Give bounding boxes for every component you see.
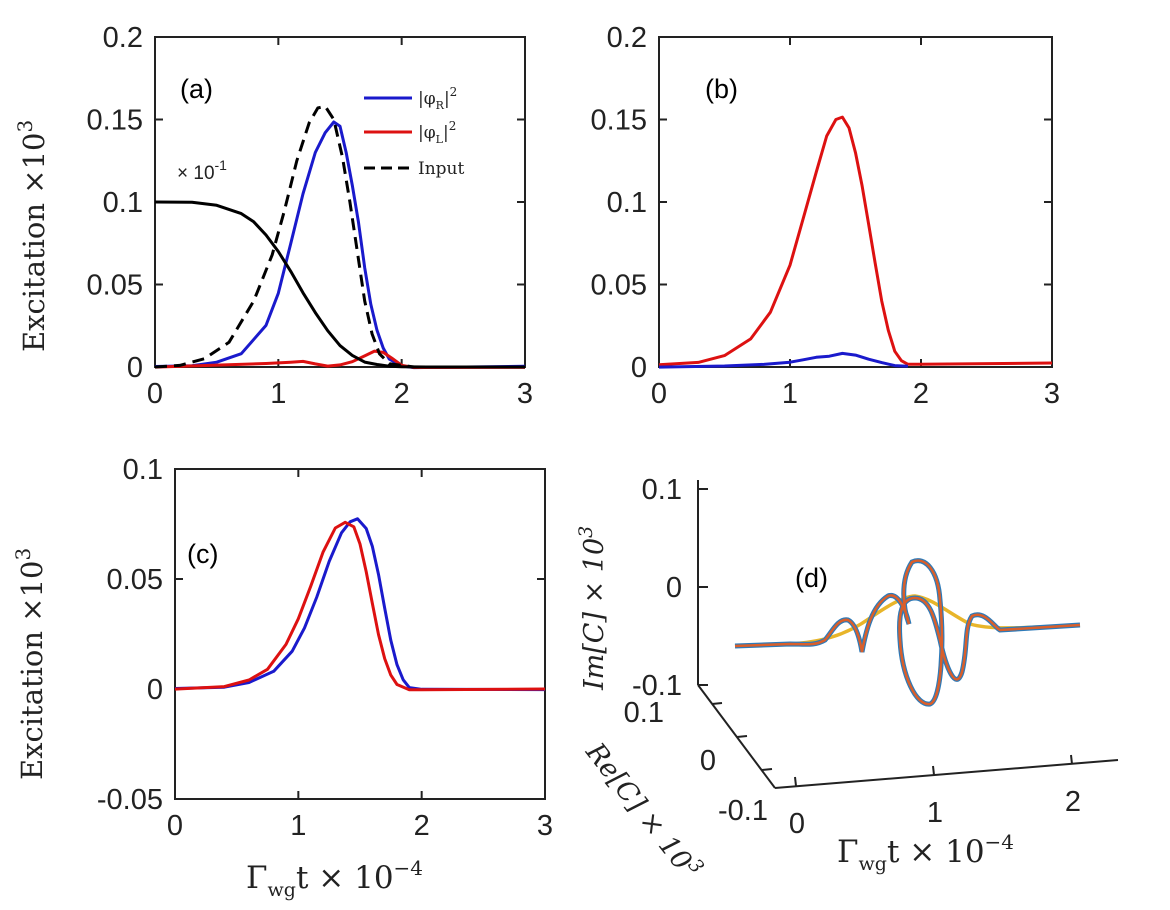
panel-d-ytick: 0 xyxy=(700,745,716,777)
panel-c-lines xyxy=(174,517,546,692)
panel-a-ytick: 0.1 xyxy=(103,187,143,219)
panel-b: (b) 0 1 2 3 0 0.05 0.1 0.15 0.2 xyxy=(591,22,1061,410)
panel-a: (a) 0 1 2 3 0 0.05 0.1 0.15 0.2 × 10-1 |φR|2 |φL… xyxy=(13,22,533,410)
panel-a-xtick: 1 xyxy=(270,378,286,410)
panel-a-xtick: 0 xyxy=(147,378,163,410)
panel-d-xtick: 1 xyxy=(927,797,943,829)
panel-a-ylabel: Excitation ×103 xyxy=(13,120,51,352)
panel-d-ztick: 0.1 xyxy=(642,474,682,506)
legend-label-phi-r: |φR|2 xyxy=(418,85,457,112)
panel-a-label: (a) xyxy=(180,74,213,104)
panel-b-xtick: 0 xyxy=(651,378,667,410)
panel-c-frame xyxy=(174,468,546,800)
panel-a-xtick: 3 xyxy=(517,378,533,410)
panel-d-ytick-mark xyxy=(761,768,773,771)
legend-label-input: Input xyxy=(418,159,464,179)
panel-a-lines xyxy=(154,104,526,370)
panel-a-xtick: 2 xyxy=(394,378,410,410)
panel-c-xtick: 2 xyxy=(414,810,430,842)
panel-b-ytick: 0 xyxy=(631,352,647,384)
panel-c-series-blue xyxy=(174,517,546,692)
panel-a-series-input xyxy=(154,104,525,369)
panel-a-series--r-2 xyxy=(154,120,526,370)
panel-d-ytick: 0.1 xyxy=(624,697,664,729)
panel-a-ytick: 0 xyxy=(127,352,143,384)
panel-c-ytick: 0 xyxy=(147,674,163,706)
panel-b-series-red xyxy=(658,115,1053,367)
panel-d-ztick: -0.1 xyxy=(632,670,682,702)
panel-a-ytick: 0.2 xyxy=(103,22,143,54)
panel-d-blue-curve xyxy=(734,558,1081,707)
panel-d-ylabel: Re[C] × 103 xyxy=(579,734,708,886)
panel-b-lines xyxy=(658,115,1053,369)
panel-a-series--l-2 xyxy=(154,349,526,369)
panel-d-xtick-mark xyxy=(932,765,935,776)
panel-b-label: (b) xyxy=(705,74,738,104)
panel-c-ylabel: Excitation ×103 xyxy=(11,548,49,780)
panel-d-xtick: 0 xyxy=(789,808,805,840)
legend-label-phi-l: |φL|2 xyxy=(418,119,456,146)
panel-c-series-red xyxy=(174,520,546,692)
panel-a-ticks: 0 1 2 3 0 0.05 0.1 0.15 0.2 xyxy=(87,22,534,410)
panel-d-curves xyxy=(734,558,1081,707)
panel-d-ztick: 0 xyxy=(666,572,682,604)
panel-d-label: (d) xyxy=(795,563,828,593)
panel-b-ytick: 0.05 xyxy=(591,270,647,302)
panel-b-xtick: 1 xyxy=(782,378,798,410)
panel-c-xlabel: Γwgt × 10−4 xyxy=(246,856,423,901)
panel-d: 0.1 0 -0.1 0.1 0 -0.1 0 1 2 (d) Im[C] × … xyxy=(575,474,1119,886)
panel-c-ytick: 0.05 xyxy=(107,564,163,596)
panel-a-ytick: 0.05 xyxy=(87,270,143,302)
panel-d-orange-curve xyxy=(734,559,1081,706)
panel-a-ytick: 0.15 xyxy=(87,105,143,137)
panel-b-series-blue xyxy=(658,351,908,369)
panel-c-ytick: 0.1 xyxy=(123,454,163,486)
panel-b-xtick: 3 xyxy=(1044,378,1060,410)
panel-d-xtick-mark xyxy=(794,776,797,787)
panel-d-ticks: 0.1 0 -0.1 0.1 0 -0.1 0 1 2 xyxy=(624,474,1081,840)
panel-c-ytick: -0.05 xyxy=(97,784,163,816)
panel-d-ytick-mark xyxy=(736,735,748,738)
panel-b-ticks: 0 1 2 3 0 0.05 0.1 0.15 0.2 xyxy=(591,22,1061,410)
panel-d-xlabel: Γwgt × 10−4 xyxy=(837,830,1014,875)
panel-d-ytick: -0.1 xyxy=(718,795,768,827)
panel-b-xtick: 2 xyxy=(913,378,929,410)
panel-a-series--10-1-curve xyxy=(154,200,525,369)
panel-a-legend: |φR|2 |φL|2 Input xyxy=(364,85,464,179)
panel-a-annotation: × 10-1 xyxy=(177,157,227,184)
panel-d-xtick-mark xyxy=(1070,754,1073,765)
panel-b-ytick: 0.2 xyxy=(607,22,647,54)
panel-c-label: (c) xyxy=(187,539,218,569)
panel-c-xtick: 0 xyxy=(167,810,183,842)
panel-d-ytick-mark xyxy=(711,702,723,705)
panel-b-ytick: 0.15 xyxy=(591,105,647,137)
panel-d-x-axis xyxy=(774,759,1119,789)
panel-c-xtick: 1 xyxy=(290,810,306,842)
panel-b-ytick: 0.1 xyxy=(607,187,647,219)
panel-d-zlabel: Im[C] × 103 xyxy=(575,526,610,691)
panel-d-xtick: 2 xyxy=(1065,786,1081,818)
panel-c-xtick: 3 xyxy=(537,810,553,842)
